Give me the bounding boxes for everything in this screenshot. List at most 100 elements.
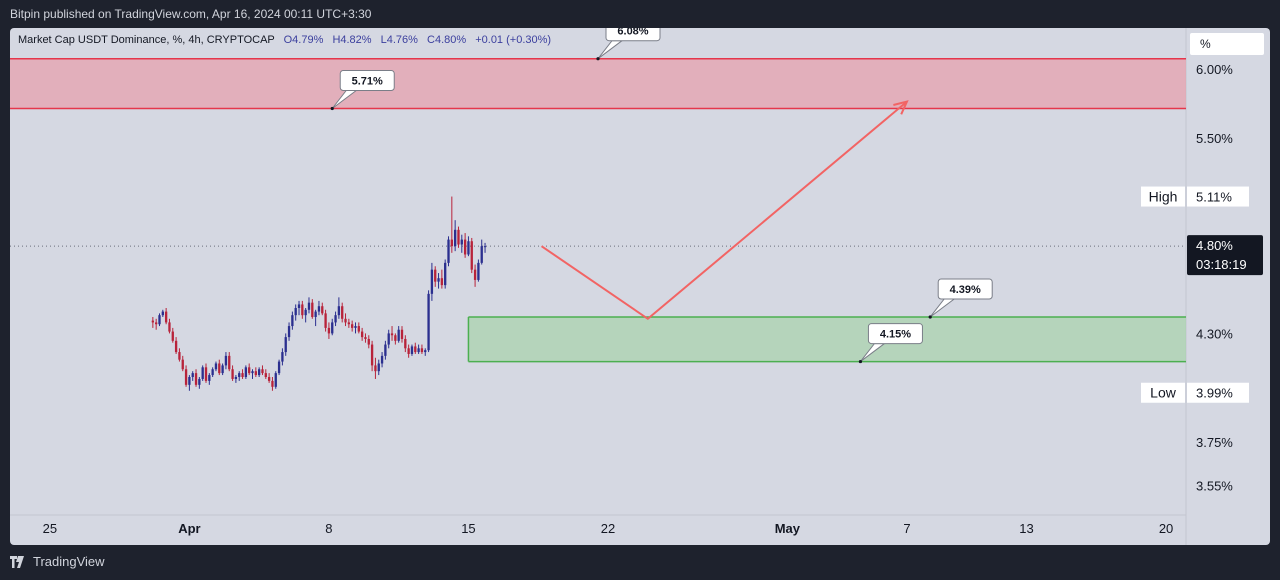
callout-label: 6.08% [617,28,648,38]
candle [410,344,414,356]
candle [151,316,155,328]
candle-body [261,369,264,374]
candle-body [151,320,155,323]
candle-body [447,239,450,263]
candle-body [198,378,201,385]
candle [334,311,337,327]
candle-body [251,371,254,374]
candle-body [311,302,314,317]
candle [420,344,424,354]
candle-body [294,308,297,316]
candle-body [370,344,374,366]
candle-body [480,246,483,263]
candle [311,299,314,319]
candle [188,375,191,391]
callout-anchor-dot [928,315,932,319]
published-text: Bitpin published on TradingView.com, Apr… [10,7,372,21]
legend-change: +0.01 (+0.30%) [475,34,552,46]
candle [251,369,254,379]
candle-body [164,311,168,323]
candle-body [238,373,241,378]
candle-body [324,313,327,328]
legend-close: C4.80% [427,34,467,46]
candle-body [317,306,321,312]
candle-body [334,315,337,323]
candle [274,371,277,389]
candle [267,373,271,383]
candle-body [214,363,218,370]
candle-body [400,329,404,339]
high-tag-bg [1141,186,1185,207]
y-tick-label: 4.30% [1196,326,1233,341]
candle-body [221,365,224,374]
candle-body [257,369,261,376]
candle [231,365,234,381]
candle [201,365,204,381]
candle-body [301,304,304,316]
candle-body [327,327,331,334]
current-price-value: 4.80% [1196,238,1233,253]
candle [341,302,344,323]
candle [164,308,168,325]
candle [158,313,161,327]
candle [351,320,354,332]
candle [294,304,297,321]
candle-body [483,246,487,248]
candle [367,335,370,349]
candle-body [208,375,211,381]
y-tick-label: 5.50% [1196,131,1233,146]
low-value-bg [1187,382,1249,403]
candle-body [331,322,334,334]
candle [178,348,181,362]
candle [198,377,201,389]
candle [174,337,178,354]
candle [364,333,367,343]
callout-label: 4.39% [950,284,981,296]
candle-body [427,293,430,351]
callout-pointer [597,40,624,60]
candle-body [344,318,347,323]
candle [155,318,158,330]
callout-label: 4.15% [880,329,911,341]
candle-body [241,373,244,378]
low-tag-label: Low [1150,385,1177,401]
candle [344,313,347,327]
candle-body [437,278,440,282]
candle [304,308,307,323]
candle [457,226,460,248]
candle [347,318,351,328]
candle-body [360,331,364,338]
candle [480,239,483,265]
candle-body [434,269,437,282]
candle-body [171,331,174,341]
candle-body [457,229,460,245]
candle-body [188,377,191,385]
candle-body [473,269,477,280]
candle-body [387,333,390,345]
footer-brand: TradingView [33,554,105,569]
callout-anchor-dot [858,359,863,364]
x-tick-label: 25 [43,521,57,536]
candle-body [254,371,257,376]
candle-body [397,329,400,341]
candle [307,297,311,314]
callout-box [867,323,923,345]
candle-body [291,315,294,327]
candle [450,196,453,253]
callout-pointer [929,298,956,318]
price-callout: 4.39% [928,278,993,319]
candle [440,269,444,289]
current-price-tag [1187,235,1263,276]
candle [324,309,327,332]
candle [204,363,208,383]
chart-canvas[interactable]: 6.08% 5.71% 4.39% 4.15% 6.00% 5.50% 4.30% 3.75%… [10,28,1270,545]
candle [370,340,374,372]
percent-scale-button[interactable]: % [1190,33,1264,55]
candle-body [374,365,377,372]
resistance-zone [10,58,1186,109]
callout-box [339,69,395,91]
candle [287,322,291,341]
candle [437,273,440,289]
candle-body [337,306,341,316]
candle [277,359,281,376]
